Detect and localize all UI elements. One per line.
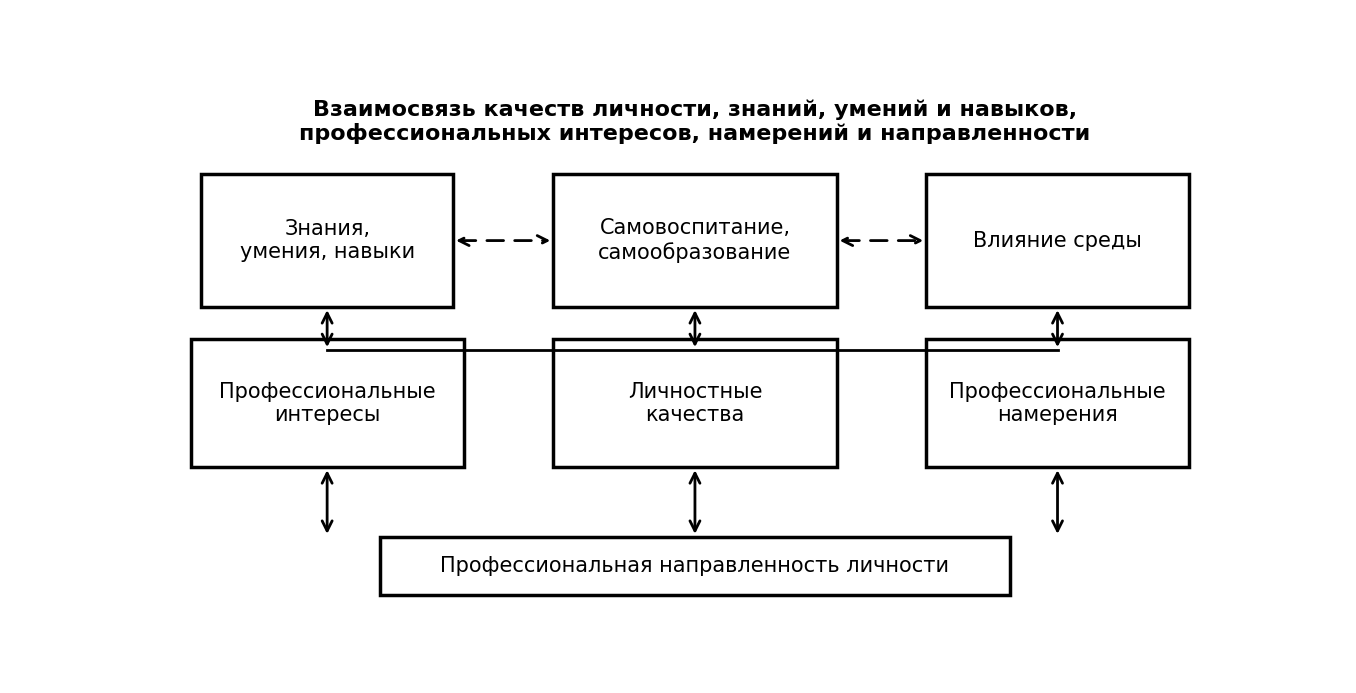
Text: Взаимосвязь качеств личности, знаний, умений и навыков,
профессиональных интерес: Взаимосвязь качеств личности, знаний, ум…	[300, 99, 1090, 144]
Bar	[380, 536, 1010, 595]
Bar	[553, 174, 837, 307]
Bar	[926, 174, 1189, 307]
Bar	[553, 340, 837, 467]
Text: Знания,
умения, навыки: Знания, умения, навыки	[240, 219, 415, 262]
Bar	[190, 340, 464, 467]
Text: Профессиональные
интересы: Профессиональные интересы	[218, 382, 435, 425]
Text: Самовоспитание,
самообразование: Самовоспитание, самообразование	[598, 218, 792, 263]
Text: Профессиональные
намерения: Профессиональные намерения	[949, 382, 1166, 425]
Text: Личностные
качества: Личностные качества	[628, 382, 762, 425]
Text: Влияние среды: Влияние среды	[974, 231, 1142, 251]
Bar	[201, 174, 453, 307]
Text: Профессиональная направленность личности: Профессиональная направленность личности	[441, 556, 949, 576]
Bar	[926, 340, 1189, 467]
